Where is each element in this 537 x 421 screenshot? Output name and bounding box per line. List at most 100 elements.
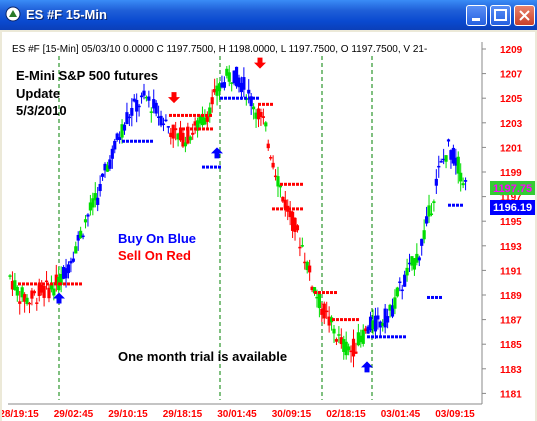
candle-body [147, 96, 151, 101]
signal-dash [210, 127, 213, 131]
candle-body [429, 213, 434, 216]
candle-body [183, 142, 188, 147]
buy-arrow-icon [53, 292, 65, 304]
x-axis-tick-label: 29/02:45 [54, 409, 94, 420]
candle-body [347, 346, 351, 351]
signal-dash [452, 203, 455, 207]
candle-body [446, 139, 451, 142]
candle-body [386, 316, 390, 323]
candle-body [169, 132, 173, 138]
minimize-button[interactable] [466, 5, 487, 26]
signal-dash [300, 207, 303, 211]
x-axis-tick-label: 30/09:15 [272, 409, 312, 420]
candle-body [127, 116, 131, 119]
candle-body [300, 245, 304, 247]
candle-body [366, 326, 370, 334]
signal-dash [334, 291, 337, 295]
signal-dash [356, 318, 359, 322]
signal-dash [18, 282, 21, 286]
signal-dash [296, 207, 299, 211]
maximize-button[interactable] [490, 5, 511, 26]
signal-dash [288, 182, 291, 186]
candle-body [271, 162, 275, 168]
signal-dash [318, 291, 321, 295]
signal-dash [202, 127, 205, 131]
signal-dash [34, 282, 37, 286]
candle-body [459, 172, 463, 182]
candle-body [208, 107, 212, 117]
signal-dash [193, 113, 196, 117]
candle-body [393, 297, 397, 309]
candle-body [42, 285, 46, 298]
candle-body [298, 246, 302, 249]
signal-dash [314, 291, 317, 295]
candle-body [79, 230, 83, 239]
candle-body [20, 287, 24, 298]
sell-arrow-icon [254, 57, 266, 69]
candle-body [261, 116, 265, 118]
chart-area: ES #F [15-Min] 05/03/10 0.0000 C 1197.75… [2, 32, 535, 421]
candle-body [410, 256, 414, 266]
y-axis-tick-label: 1193 [500, 242, 522, 253]
signal-dash [371, 335, 374, 339]
minimize-icon [472, 18, 480, 21]
signal-dash [54, 282, 57, 286]
candle-body [166, 126, 170, 128]
x-axis-tick-label: 29/18:15 [163, 409, 203, 420]
candle-body [47, 287, 51, 299]
candle-body [249, 96, 253, 107]
signal-dash [146, 139, 149, 143]
signal-dash [63, 282, 66, 286]
signal-dash [332, 318, 335, 322]
candle-body [215, 85, 219, 96]
signal-arrows [53, 57, 373, 373]
candle-body [191, 132, 195, 135]
candle-body [237, 77, 241, 88]
candle-body [149, 111, 153, 113]
price-tag-green-label: 1197.75 [493, 183, 532, 195]
window-title: ES #F 15-Min [26, 7, 107, 22]
signal-dash [22, 282, 25, 286]
signal-dash [427, 295, 430, 299]
candle-body [8, 275, 12, 277]
signal-dash [26, 282, 29, 286]
signal-dash [150, 139, 153, 143]
signal-dash [326, 291, 329, 295]
signal-dash [460, 203, 463, 207]
signal-dash [296, 182, 299, 186]
signal-dash [173, 113, 176, 117]
candle-body [368, 316, 373, 331]
candle-body [18, 301, 22, 304]
candle-body [30, 290, 34, 299]
candle-body [91, 198, 95, 208]
signal-dash [379, 335, 382, 339]
candle-body [213, 89, 217, 93]
signal-dash [244, 96, 247, 100]
candle-body [288, 210, 292, 218]
close-icon [519, 10, 530, 21]
candle-body [342, 339, 346, 352]
candle-body [264, 122, 268, 127]
candle-body [329, 317, 334, 323]
candle-body [308, 265, 312, 273]
y-axis-tick-label: 1209 [500, 45, 523, 56]
signal-dash [266, 102, 269, 106]
candle-body [96, 197, 100, 205]
candle-body [69, 260, 73, 264]
candle-body [256, 108, 261, 120]
candle-body [273, 175, 278, 178]
candle-body [281, 196, 285, 202]
y-axis-tick-label: 1181 [500, 389, 522, 400]
candle-body [171, 124, 175, 139]
candle-body [25, 297, 29, 304]
signal-dash [232, 96, 235, 100]
app-icon [5, 6, 21, 22]
title-bar[interactable]: ES #F 15-Min [0, 0, 537, 30]
candle-body [66, 264, 71, 274]
candle-body [108, 159, 112, 169]
maximize-icon [494, 9, 507, 21]
signal-dash [210, 165, 213, 169]
candle-body [259, 111, 263, 117]
candle-body [339, 337, 343, 345]
close-button[interactable] [514, 5, 535, 26]
